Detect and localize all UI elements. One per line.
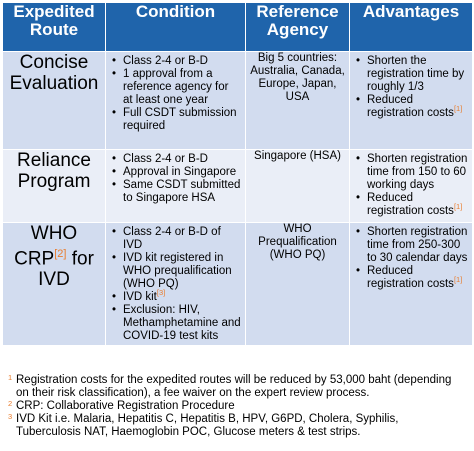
- condition-item: Exclusion: HIV, Methamphetamine and COVI…: [112, 304, 241, 343]
- agency-cell: Singapore (HSA): [245, 149, 350, 223]
- condition-cell: Class 2-4 or B-D Approval in Singapore S…: [105, 149, 246, 223]
- route-name: WHO CRP[2] for IVD: [2, 222, 106, 346]
- header-route: Expedited Route: [2, 2, 106, 52]
- advantages-cell: Shorten the registration time by roughly…: [349, 51, 473, 150]
- agency-cell: Big 5 countries: Australia, Canada, Euro…: [245, 51, 350, 150]
- advantage-text: Reduced registration costs: [367, 265, 454, 290]
- footnote: 2 CRP: Collaborative Registration Procedu…: [8, 399, 464, 413]
- condition-item: 1 approval from a reference agency for a…: [112, 68, 241, 107]
- route-name: Reliance Program: [2, 149, 106, 223]
- advantage-text: Reduced registration costs: [367, 94, 454, 119]
- footnote-ref: [1]: [453, 104, 463, 114]
- footnote-ref: [3]: [156, 288, 166, 298]
- advantage-item: Reduced registration costs[1]: [356, 192, 468, 218]
- advantages-cell: Shorten registration time from 250-300 t…: [349, 222, 473, 346]
- footnote-number: 1: [8, 373, 13, 382]
- header-row: Expedited Route Condition Reference Agen…: [2, 2, 473, 52]
- condition-item: Full CSDT submission required: [112, 107, 241, 133]
- route-line: IVD: [38, 269, 70, 291]
- route-line: for: [66, 248, 94, 270]
- footnote-ref: [1]: [453, 202, 463, 212]
- condition-cell: Class 2-4 or B-D 1 approval from a refer…: [105, 51, 246, 150]
- table-row: Reliance Program Class 2-4 or B-D Approv…: [2, 149, 473, 223]
- footnote-text: CRP: Collaborative Registration Procedur…: [16, 400, 235, 412]
- condition-item: IVD kit registered in WHO prequalificati…: [112, 252, 241, 291]
- advantages-cell: Shorten registration time from 150 to 60…: [349, 149, 473, 223]
- advantage-text: Reduced registration costs: [367, 192, 454, 217]
- expedited-routes-table: Expedited Route Condition Reference Agen…: [2, 2, 473, 346]
- route-line: CRP: [14, 248, 55, 270]
- condition-cell: Class 2-4 or B-D of IVD IVD kit register…: [105, 222, 246, 346]
- header-agency: Reference Agency: [245, 2, 350, 52]
- header-advantages: Advantages: [349, 2, 473, 52]
- advantage-item: Reduced registration costs[1]: [356, 265, 468, 291]
- footnotes: 1 Registration costs for the expedited ro…: [2, 361, 472, 449]
- advantage-item: Shorten the registration time by roughly…: [356, 55, 468, 94]
- condition-item: Same CSDT submitted to Singapore HSA: [112, 179, 241, 205]
- route-name: Concise Evaluation: [2, 51, 106, 150]
- condition-item: Class 2-4 or B-D of IVD: [112, 226, 241, 252]
- advantage-item: Reduced registration costs[1]: [356, 94, 468, 120]
- route-line: WHO: [30, 223, 78, 244]
- condition-item: Class 2-4 or B-D: [112, 153, 241, 166]
- footnote-ref: [1]: [453, 275, 463, 285]
- condition-item: IVD kit[3]: [112, 288, 241, 304]
- footnote-number: 2: [8, 399, 13, 408]
- footnote-text: Registration costs for the expedited rou…: [16, 374, 452, 399]
- footnote: 3 IVD Kit i.e. Malaria, Hepatitis C, Hepa…: [8, 412, 464, 439]
- header-condition: Condition: [105, 2, 246, 52]
- condition-text: IVD kit: [123, 291, 157, 303]
- table-row: WHO CRP[2] for IVD Class 2-4 or B-D of I…: [2, 222, 473, 346]
- footnote: 1 Registration costs for the expedited ro…: [8, 373, 464, 400]
- table-row: Concise Evaluation Class 2-4 or B-D 1 ap…: [2, 51, 473, 150]
- footnote-text: IVD Kit i.e. Malaria, Hepatitis C, Hepat…: [16, 413, 399, 438]
- footnote-number: 3: [8, 412, 13, 421]
- agency-cell: WHO Prequalification (WHO PQ): [245, 222, 350, 346]
- advantage-item: Shorten registration time from 150 to 60…: [356, 153, 468, 192]
- advantage-item: Shorten registration time from 250-300 t…: [356, 226, 468, 265]
- footnote-ref: [2]: [54, 248, 67, 260]
- condition-item: Approval in Singapore: [112, 166, 241, 179]
- condition-item: Class 2-4 or B-D: [112, 55, 241, 68]
